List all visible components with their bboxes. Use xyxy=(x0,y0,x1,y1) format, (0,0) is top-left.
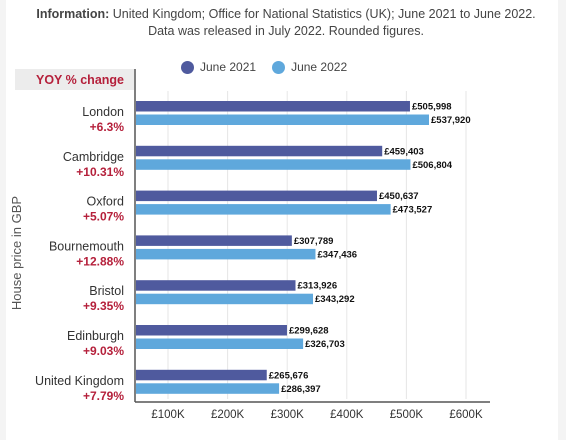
bar xyxy=(136,280,296,291)
category-label: Cambridge xyxy=(63,150,124,164)
data-label: £265,676 xyxy=(269,370,309,381)
data-label: £313,926 xyxy=(297,281,337,292)
x-tick-label: £300K xyxy=(271,409,305,421)
legend-swatch-june-2022 xyxy=(272,60,286,74)
data-label: £286,397 xyxy=(281,384,321,395)
data-label: £473,527 xyxy=(393,205,433,216)
yoy-label: +7.79% xyxy=(83,389,124,403)
category-label: Edinburgh xyxy=(67,329,124,343)
data-label: £347,436 xyxy=(317,249,357,260)
data-label: £450,637 xyxy=(379,191,419,202)
bar xyxy=(136,325,287,336)
yoy-label: +10.31% xyxy=(76,165,124,179)
yoy-label: +12.88% xyxy=(76,254,124,268)
bar xyxy=(136,369,267,381)
bar xyxy=(136,293,314,305)
category-label: Oxford xyxy=(86,195,124,209)
data-label: £537,920 xyxy=(431,115,471,126)
legend-swatch-june-2021 xyxy=(181,60,194,74)
yoy-header-band xyxy=(15,69,134,90)
x-tick-label: £200K xyxy=(211,409,245,421)
bar xyxy=(136,145,383,157)
y-axis-title: House price in GBP xyxy=(9,196,24,310)
x-tick-label: £400K xyxy=(330,409,364,421)
data-label: £505,998 xyxy=(412,102,452,113)
category-label: Bristol xyxy=(89,284,124,298)
data-label: £343,292 xyxy=(315,294,355,305)
info-label: Information: xyxy=(36,7,110,21)
legend: June 2021 June 2022 xyxy=(181,59,363,75)
bar xyxy=(136,190,377,202)
category-label: London xyxy=(82,105,124,119)
data-label: £299,628 xyxy=(289,326,329,337)
legend-item-june-2022: June 2022 xyxy=(272,60,347,74)
bar xyxy=(136,204,391,215)
data-label: £506,804 xyxy=(412,160,452,171)
yoy-label: +9.35% xyxy=(83,299,124,313)
yoy-header: YOY % change xyxy=(36,73,124,87)
yoy-label: +9.03% xyxy=(83,344,124,358)
category-label: United Kingdom xyxy=(35,374,124,388)
info-text: United Kingdom; Office for National Stat… xyxy=(109,7,536,38)
bar xyxy=(136,159,411,170)
x-tick-label: £100K xyxy=(151,409,185,421)
bar xyxy=(136,383,280,394)
source-info: Information: United Kingdom; Office for … xyxy=(26,6,546,40)
bar xyxy=(136,114,430,125)
bar xyxy=(136,101,410,112)
legend-label-june-2021: June 2021 xyxy=(200,60,257,74)
yoy-label: +5.07% xyxy=(83,210,124,224)
legend-item-june-2021: June 2021 xyxy=(181,60,256,74)
x-tick-label: £500K xyxy=(390,409,424,421)
data-label: £307,789 xyxy=(294,236,334,247)
bar xyxy=(136,338,304,349)
bar xyxy=(136,235,292,246)
bar xyxy=(136,248,316,260)
data-label: £459,403 xyxy=(384,146,424,157)
legend-label-june-2022: June 2022 xyxy=(291,60,348,74)
yoy-label: +6.3% xyxy=(90,120,125,134)
x-tick-label: £600K xyxy=(449,409,483,421)
category-label: Bournemouth xyxy=(49,239,124,253)
data-label: £326,703 xyxy=(305,339,345,350)
